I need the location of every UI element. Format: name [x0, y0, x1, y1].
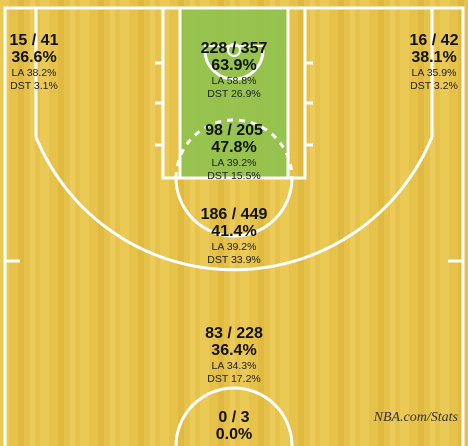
zone-fg: 15 / 41 — [9, 32, 59, 49]
zone-distribution: DST 3.2% — [410, 79, 458, 92]
zone-distribution: DST 3.1% — [10, 79, 58, 92]
zone-fg: 186 / 449 — [200, 206, 268, 223]
zone-left-corner-3: 15 / 41 36.6% LA 38.2% DST 3.1% — [10, 33, 59, 91]
zone-league-avg: LA 39.2% — [211, 241, 257, 253]
zone-league-avg: LA 39.2% — [211, 157, 257, 169]
zone-distribution: DST 17.2% — [207, 372, 261, 385]
zone-distribution: DST 26.9% — [207, 87, 261, 100]
zone-pct: 63.9% — [211, 57, 257, 74]
basket — [204, 43, 264, 57]
nba-stats-watermark: NBA.com/Stats — [373, 410, 458, 425]
zone-pct: 36.6% — [11, 49, 57, 66]
zone-pct: 41.4% — [211, 223, 257, 240]
zone-league-avg: LA 38.2% — [11, 67, 57, 79]
zone-distribution: DST 33.9% — [207, 253, 261, 266]
zone-fg: 0 / 3 — [218, 409, 250, 426]
zone-restricted-area: 228 / 357 63.9% LA 58.8% DST 26.9% — [201, 41, 268, 99]
zone-distribution: DST 15.5% — [207, 169, 261, 182]
zone-right-corner-3: 16 / 42 38.1% LA 35.9% DST 3.2% — [410, 33, 459, 91]
zone-in-the-paint: 98 / 205 47.8% LA 39.2% DST 15.5% — [205, 123, 263, 181]
paint-highlight — [180, 8, 288, 178]
court-lines — [3, 6, 465, 446]
zone-pct: 36.4% — [211, 342, 257, 359]
zone-league-avg: LA 34.3% — [211, 360, 257, 372]
zone-fg: 83 / 228 — [205, 325, 263, 342]
zone-league-avg: LA 58.8% — [211, 75, 257, 87]
zone-pct: 0.0% — [215, 426, 253, 443]
zone-pct: 47.8% — [211, 139, 257, 156]
zone-mid-range: 186 / 449 41.4% LA 39.2% DST 33.9% — [201, 207, 268, 265]
zone-pct: 38.1% — [411, 49, 457, 66]
zone-league-avg: LA 35.9% — [411, 67, 457, 79]
zone-backcourt: 0 / 3 0.0% — [216, 410, 252, 443]
zone-fg: 16 / 42 — [409, 32, 459, 49]
zone-above-break-3: 83 / 228 36.4% LA 34.3% DST 17.2% — [205, 326, 263, 384]
zone-fg: 228 / 357 — [200, 40, 268, 57]
zone-fg: 98 / 205 — [205, 122, 263, 139]
